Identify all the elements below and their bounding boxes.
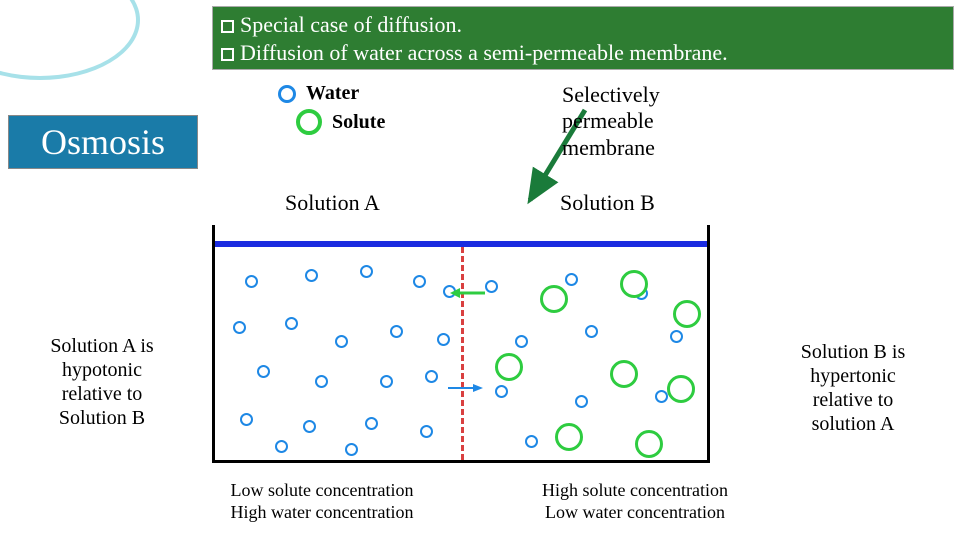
particle [667, 375, 695, 403]
membrane-line [461, 247, 464, 460]
header-box: Special case of diffusion. Diffusion of … [212, 6, 954, 70]
particle [670, 330, 683, 343]
particle [275, 440, 288, 453]
left-arrow-icon [450, 285, 490, 301]
particle [495, 353, 523, 381]
particle [425, 370, 438, 383]
particle [285, 317, 298, 330]
particle [575, 395, 588, 408]
particle [360, 265, 373, 278]
particle [540, 285, 568, 313]
particle [335, 335, 348, 348]
particle [303, 420, 316, 433]
particle [620, 270, 648, 298]
right-arrow-icon [445, 380, 485, 396]
decorative-swoosh [0, 0, 140, 80]
solution-a-note: Solution A is hypotonic relative to Solu… [8, 334, 196, 430]
header-line-1: Special case of diffusion. [221, 11, 945, 39]
particle [420, 425, 433, 438]
water-label: Water [306, 82, 359, 105]
bullet-icon [221, 20, 234, 33]
particle [555, 423, 583, 451]
bottom-caption-a: Low solute concentration High water conc… [192, 480, 452, 523]
legend: Water Solute [278, 82, 385, 139]
membrane-label: Selectively permeable membrane [562, 82, 660, 161]
particle [495, 385, 508, 398]
title-badge: Osmosis [8, 115, 198, 169]
beaker-diagram [212, 225, 710, 463]
header-line-2: Diffusion of water across a semi-permeab… [221, 39, 945, 67]
particle [315, 375, 328, 388]
particle [257, 365, 270, 378]
solution-a-label: Solution A [285, 190, 380, 216]
solution-b-note: Solution B is hypertonic relative to sol… [752, 340, 954, 436]
water-icon [278, 85, 296, 103]
solution-b-label: Solution B [560, 190, 655, 216]
particle [365, 417, 378, 430]
solute-icon [296, 109, 322, 135]
particle [655, 390, 668, 403]
particle [390, 325, 403, 338]
particle [515, 335, 528, 348]
particle [233, 321, 246, 334]
particle [245, 275, 258, 288]
particle [610, 360, 638, 388]
particle [240, 413, 253, 426]
particle [345, 443, 358, 456]
particle [380, 375, 393, 388]
particle [565, 273, 578, 286]
particle [437, 333, 450, 346]
particle [635, 430, 663, 458]
particle [673, 300, 701, 328]
particle [585, 325, 598, 338]
solute-label: Solute [332, 111, 385, 134]
particle [305, 269, 318, 282]
particle [413, 275, 426, 288]
bullet-icon [221, 48, 234, 61]
particle [525, 435, 538, 448]
bottom-caption-b: High solute concentration Low water conc… [505, 480, 765, 523]
